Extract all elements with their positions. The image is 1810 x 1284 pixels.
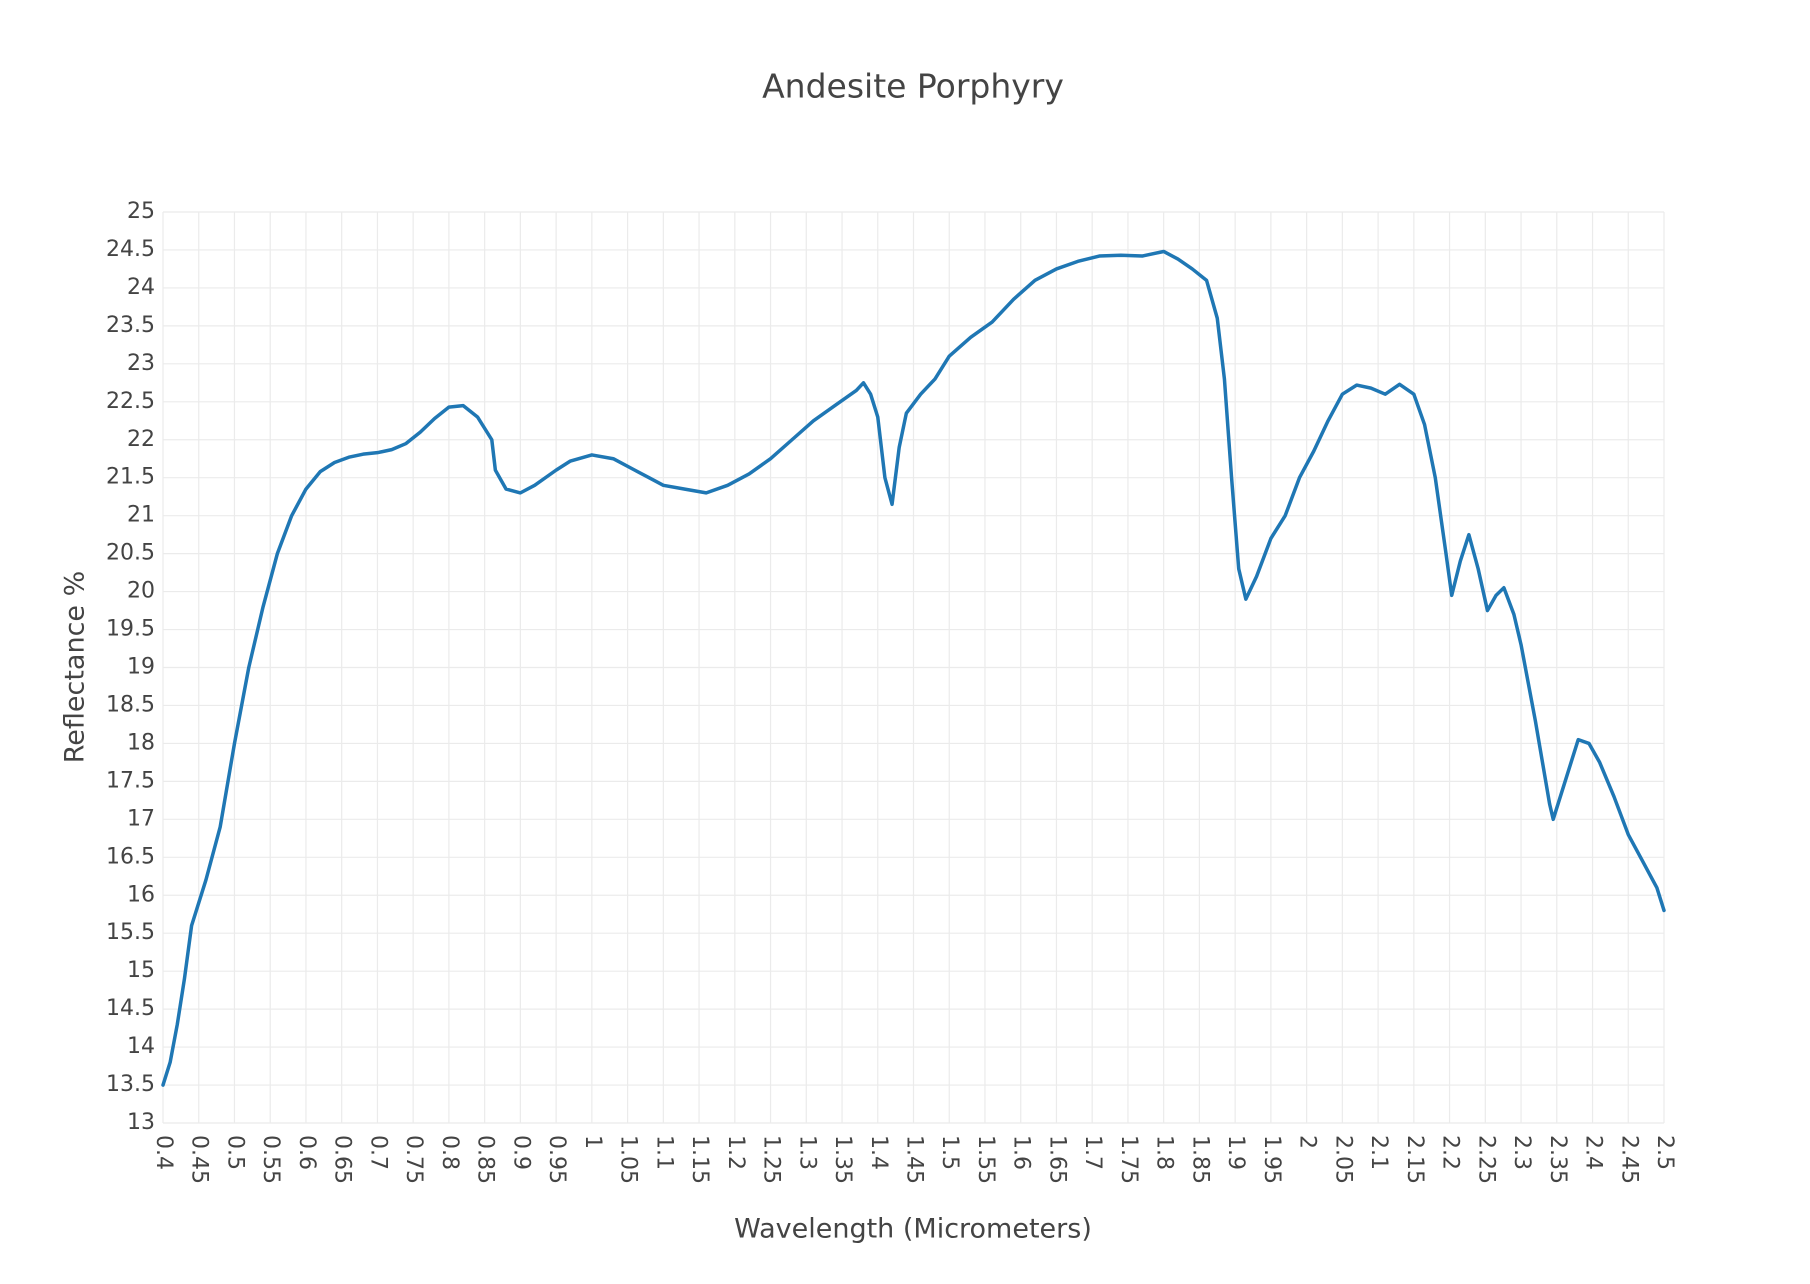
x-tick-label: 2.35 bbox=[1545, 1135, 1570, 1184]
x-tick-label: 1.35 bbox=[830, 1135, 855, 1184]
x-tick-label: 0.9 bbox=[508, 1135, 533, 1170]
x-tick-label: 1.1 bbox=[651, 1135, 676, 1170]
x-tick-label: 0.65 bbox=[330, 1135, 355, 1184]
x-tick-label: 1.25 bbox=[759, 1135, 784, 1184]
x-axis-title: Wavelength (Micrometers) bbox=[734, 1214, 1092, 1245]
x-tick-label: 1.8 bbox=[1152, 1135, 1177, 1170]
chart-title: Andesite Porphyry bbox=[762, 67, 1064, 106]
x-tick-label: 1.65 bbox=[1044, 1135, 1069, 1184]
y-tick-label: 19.5 bbox=[106, 617, 155, 642]
y-axis-title: Reflectance % bbox=[60, 571, 91, 764]
x-tick-label: 2.1 bbox=[1366, 1135, 1391, 1170]
plot bbox=[161, 249, 1666, 1087]
x-tick-label: 1.85 bbox=[1187, 1135, 1212, 1184]
y-tick-label: 22 bbox=[127, 427, 155, 452]
x-tick-label: 0.45 bbox=[187, 1135, 212, 1184]
y-tick-label: 17.5 bbox=[106, 768, 155, 793]
y-tick-label: 18.5 bbox=[106, 692, 155, 717]
data-line bbox=[161, 249, 1666, 1087]
grid bbox=[162, 211, 1665, 1124]
x-tick-label: 1.45 bbox=[902, 1135, 927, 1184]
y-tick-label: 21 bbox=[127, 503, 155, 528]
x-tick-label: 1 bbox=[580, 1135, 605, 1149]
y-tick-label: 14.5 bbox=[106, 996, 155, 1021]
y-tick-label: 17 bbox=[127, 806, 155, 831]
x-tick-label: 1.3 bbox=[794, 1135, 819, 1170]
x-tick-label: 0.5 bbox=[222, 1135, 247, 1170]
x-tick-label: 1.7 bbox=[1080, 1135, 1105, 1170]
x-tick-label: 0.85 bbox=[473, 1135, 498, 1184]
tick-labels: 13 13.5 14 14.5 15 15.5 16 16.5 17 17.5 18 18.5 19 19… bbox=[106, 199, 1677, 1184]
y-tick-label: 22.5 bbox=[106, 389, 155, 414]
x-tick-label: 1.9 bbox=[1223, 1135, 1248, 1170]
y-tick-label: 19 bbox=[127, 655, 155, 680]
x-tick-label: 0.6 bbox=[294, 1135, 319, 1170]
y-tick-label: 20.5 bbox=[106, 541, 155, 566]
x-tick-label: 1.15 bbox=[687, 1135, 712, 1184]
y-tick-label: 14 bbox=[127, 1034, 155, 1059]
y-tick-label: 13.5 bbox=[106, 1072, 155, 1097]
x-tick-label: 2.2 bbox=[1438, 1135, 1463, 1170]
x-tick-label: 1.5 bbox=[937, 1135, 962, 1170]
y-tick-label: 13 bbox=[127, 1110, 155, 1135]
y-tick-label: 23 bbox=[127, 351, 155, 376]
x-tick-label: 2 bbox=[1295, 1135, 1320, 1149]
x-tick-label: 1.05 bbox=[616, 1135, 641, 1184]
x-tick-label: 2.05 bbox=[1330, 1135, 1355, 1184]
x-tick-label: 0.95 bbox=[544, 1135, 569, 1184]
y-tick-label: 24.5 bbox=[106, 237, 155, 262]
x-tick-label: 2.45 bbox=[1616, 1135, 1641, 1184]
x-tick-label: 0.75 bbox=[401, 1135, 426, 1184]
x-tick-label: 0.55 bbox=[258, 1135, 283, 1184]
x-tick-label: 1.2 bbox=[723, 1135, 748, 1170]
y-tick-label: 25 bbox=[127, 199, 155, 224]
x-tick-label: 1.55 bbox=[973, 1135, 998, 1184]
y-tick-label: 24 bbox=[127, 275, 155, 300]
y-tick-label: 16 bbox=[127, 882, 155, 907]
x-tick-label: 1.6 bbox=[1009, 1135, 1034, 1170]
y-tick-label: 21.5 bbox=[106, 465, 155, 490]
y-tick-label: 23.5 bbox=[106, 313, 155, 338]
x-tick-label: 2.15 bbox=[1402, 1135, 1427, 1184]
y-tick-label: 16.5 bbox=[106, 844, 155, 869]
x-tick-label: 0.4 bbox=[151, 1135, 176, 1170]
y-tick-label: 20 bbox=[127, 579, 155, 604]
x-tick-label: 1.4 bbox=[866, 1135, 891, 1170]
x-tick-label: 2.4 bbox=[1581, 1135, 1606, 1170]
x-tick-label: 2.25 bbox=[1473, 1135, 1498, 1184]
y-tick-label: 15.5 bbox=[106, 920, 155, 945]
y-tick-label: 18 bbox=[127, 730, 155, 755]
x-tick-label: 0.8 bbox=[437, 1135, 462, 1170]
y-tick-label: 15 bbox=[127, 958, 155, 983]
x-tick-label: 2.5 bbox=[1652, 1135, 1677, 1170]
x-tick-label: 1.75 bbox=[1116, 1135, 1141, 1184]
x-tick-label: 0.7 bbox=[365, 1135, 390, 1170]
x-tick-label: 2.3 bbox=[1509, 1135, 1534, 1170]
x-tick-label: 1.95 bbox=[1259, 1135, 1284, 1184]
